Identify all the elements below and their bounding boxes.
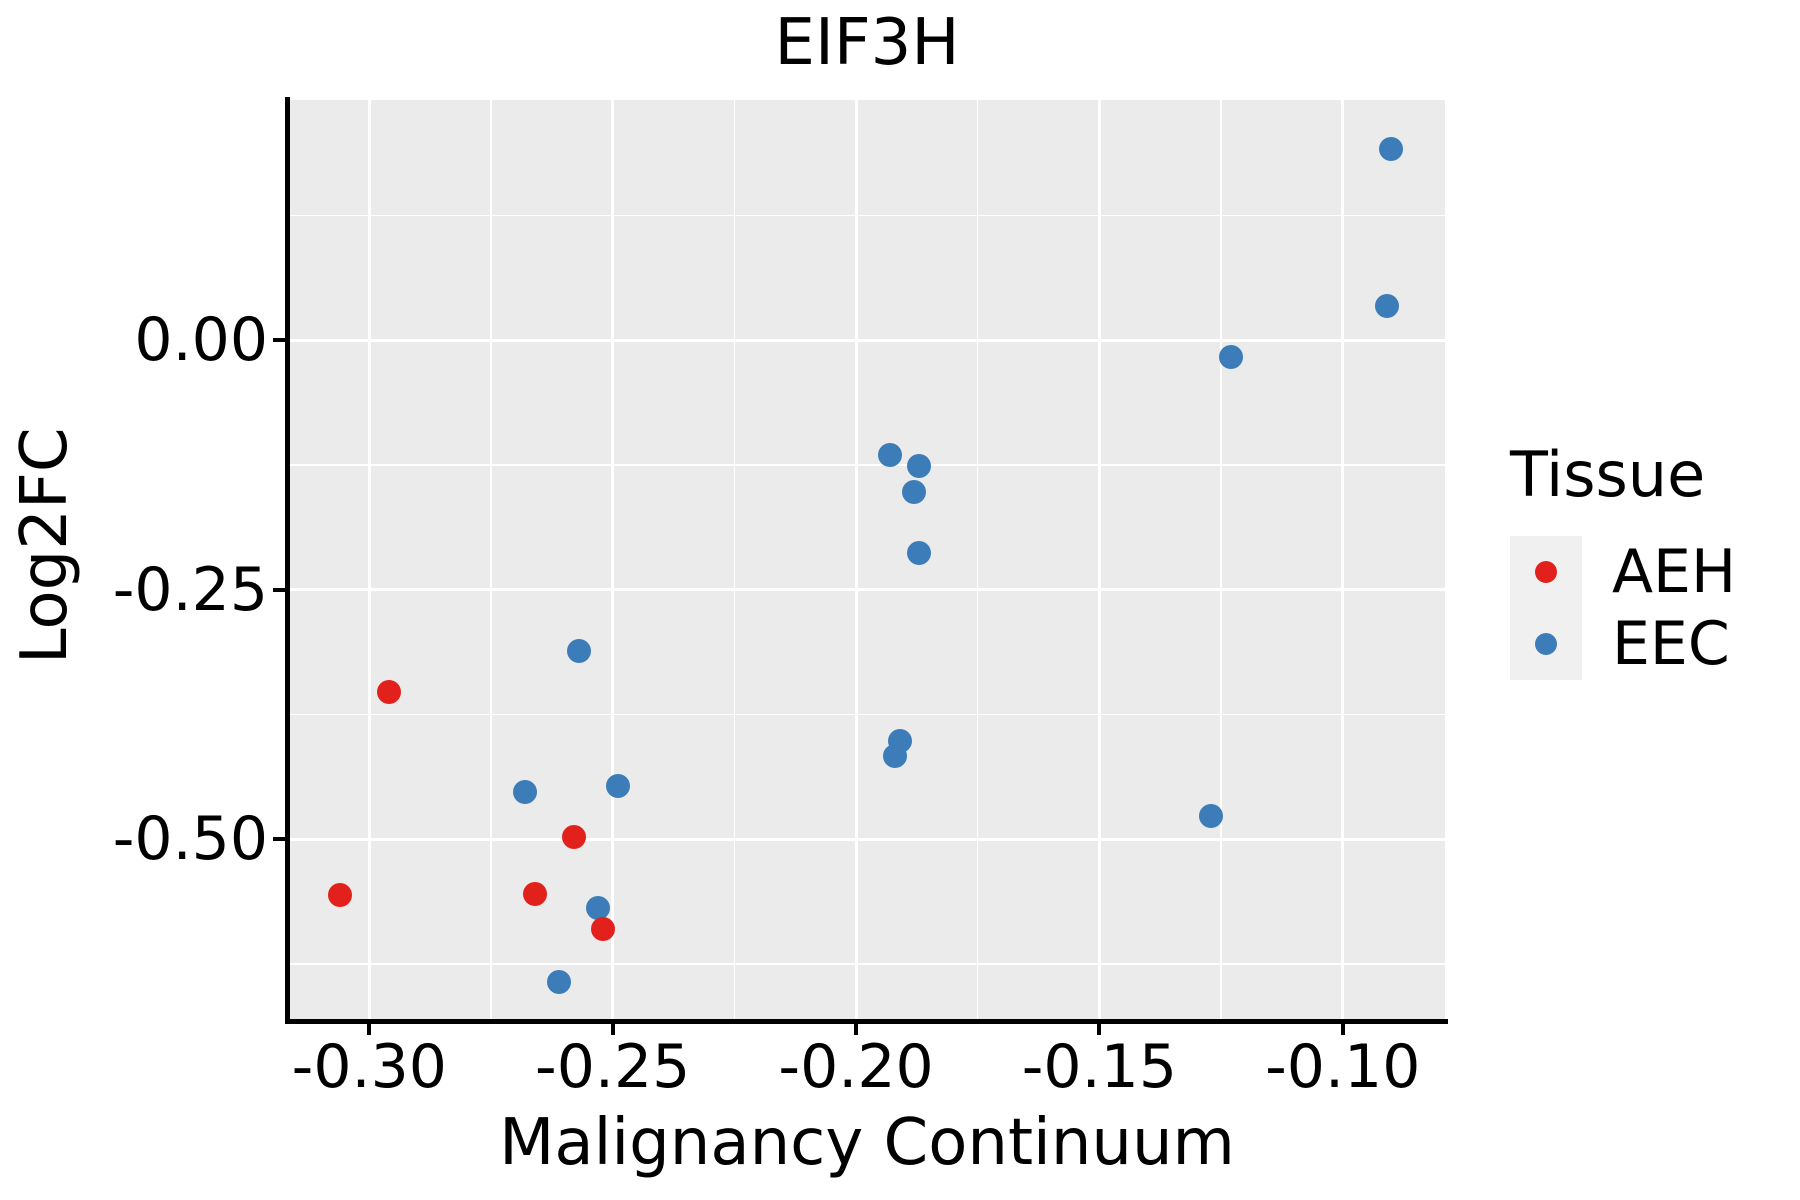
legend-entry-aeh: AEH: [1510, 536, 1736, 608]
y-tick-mark: [273, 837, 285, 842]
gridline-x-major: [1097, 100, 1101, 1019]
gridline-x-major: [611, 100, 615, 1019]
x-tick-label: -0.30: [291, 1032, 447, 1102]
x-tick-label: -0.25: [535, 1032, 691, 1102]
y-tick-label: 0.00: [134, 305, 268, 376]
data-point-aeh: [376, 679, 401, 704]
data-point-aeh: [590, 917, 615, 942]
gridline-y-major: [289, 338, 1445, 342]
x-axis-title: Malignancy Continuum: [499, 1106, 1235, 1180]
legend-key-eec: [1510, 608, 1582, 680]
legend-key-aeh: [1510, 536, 1582, 608]
legend-entries: AEH EEC: [1510, 536, 1736, 680]
gridline-x-major: [1341, 100, 1345, 1019]
data-point-eec: [902, 479, 927, 504]
data-point-eec: [1379, 137, 1404, 162]
x-tick-label: -0.15: [1021, 1032, 1178, 1102]
data-point-eec: [1199, 804, 1224, 829]
data-point-eec: [1218, 345, 1243, 370]
x-tick-mark: [1097, 1024, 1102, 1035]
legend-label-aeh: AEH: [1612, 537, 1737, 607]
legend: Tissue AEH EEC: [1510, 440, 1736, 680]
gridline-y-minor: [289, 214, 1445, 217]
y-tick-mark: [273, 587, 285, 592]
y-axis-title: Log2FC: [8, 427, 82, 664]
data-point-eec: [547, 970, 572, 995]
x-tick-mark: [610, 1024, 615, 1035]
gridline-x-major: [854, 100, 858, 1019]
y-tick-label: -0.25: [112, 554, 268, 625]
x-tick-label: -0.20: [778, 1032, 934, 1102]
data-point-eec: [907, 540, 932, 565]
data-point-aeh: [328, 883, 353, 908]
plot-title: EIF3H: [774, 6, 960, 80]
x-tick-mark: [854, 1024, 859, 1035]
gridline-y-major: [289, 588, 1445, 592]
gridline-y-minor: [289, 713, 1445, 716]
data-point-eec: [513, 780, 538, 805]
y-tick-label: -0.50: [112, 804, 268, 875]
gridline-y-minor: [289, 963, 1445, 965]
x-tick-label: -0.10: [1265, 1032, 1421, 1102]
y-tick-mark: [273, 338, 285, 343]
gridline-x-minor: [976, 100, 979, 1019]
data-point-eec: [878, 442, 903, 467]
legend-entry-eec: EEC: [1510, 608, 1736, 680]
data-point-eec: [586, 896, 611, 921]
legend-dot-icon: [1535, 561, 1557, 583]
gridline-x-major: [367, 100, 371, 1019]
plot-panel: [289, 100, 1445, 1019]
gridline-x-minor: [1220, 100, 1222, 1019]
gridline-x-minor: [733, 100, 736, 1019]
x-tick-mark: [1340, 1024, 1345, 1035]
data-point-aeh: [522, 882, 547, 907]
data-point-aeh: [561, 825, 586, 850]
x-axis-spine: [285, 1019, 1448, 1024]
gridline-y-major: [289, 837, 1445, 841]
legend-dot-icon: [1535, 633, 1557, 655]
x-tick-mark: [367, 1024, 372, 1035]
y-axis-spine: [285, 97, 290, 1024]
gridline-y-minor: [289, 464, 1445, 466]
data-point-eec: [605, 774, 630, 799]
data-point-eec: [907, 453, 932, 478]
legend-title: Tissue: [1510, 438, 1706, 511]
data-point-eec: [566, 638, 591, 663]
legend-label-eec: EEC: [1612, 609, 1730, 679]
data-point-eec: [882, 744, 907, 769]
gridline-x-minor: [490, 100, 492, 1019]
data-point-eec: [1374, 294, 1399, 319]
